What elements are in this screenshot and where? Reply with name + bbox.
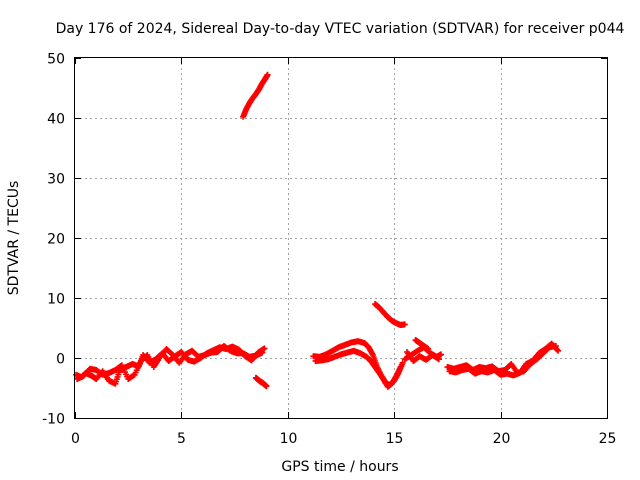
x-tick-label: 20 <box>493 431 511 447</box>
axis-ticks: 0 5 10 15 20 25 -10 0 10 20 30 40 50 <box>42 52 616 448</box>
data-point <box>399 359 406 366</box>
data-point <box>425 346 432 352</box>
data-point <box>259 349 266 356</box>
grid <box>75 58 607 418</box>
data-point <box>397 364 404 370</box>
data-point <box>438 351 445 358</box>
y-tick-label: -10 <box>42 412 65 428</box>
data-point <box>401 321 408 328</box>
y-axis-title: SDTVAR / TECUs <box>6 181 22 296</box>
x-tick-label: 25 <box>599 431 617 447</box>
y-tick-label: 0 <box>56 352 65 368</box>
y-tick-label: 10 <box>47 292 65 308</box>
x-axis-title: GPS time / hours <box>281 459 398 475</box>
chart-title: Day 176 of 2024, Sidereal Day-to-day VTE… <box>56 21 625 37</box>
plot-frame <box>74 57 608 419</box>
data-points <box>73 71 562 390</box>
data-point <box>553 346 560 353</box>
y-tick-label: 20 <box>47 232 65 248</box>
x-tick-label: 10 <box>280 431 298 447</box>
y-tick-label: 50 <box>47 52 65 68</box>
data-point <box>263 383 270 390</box>
x-tick-label: 15 <box>386 431 404 447</box>
data-point <box>435 356 442 363</box>
y-tick-label: 40 <box>47 112 65 128</box>
data-point <box>261 345 268 352</box>
data-point <box>264 71 271 78</box>
y-tick-label: 30 <box>47 172 65 188</box>
x-tick-label: 0 <box>71 431 80 447</box>
x-tick-label: 5 <box>177 431 186 447</box>
data-point <box>555 347 562 354</box>
